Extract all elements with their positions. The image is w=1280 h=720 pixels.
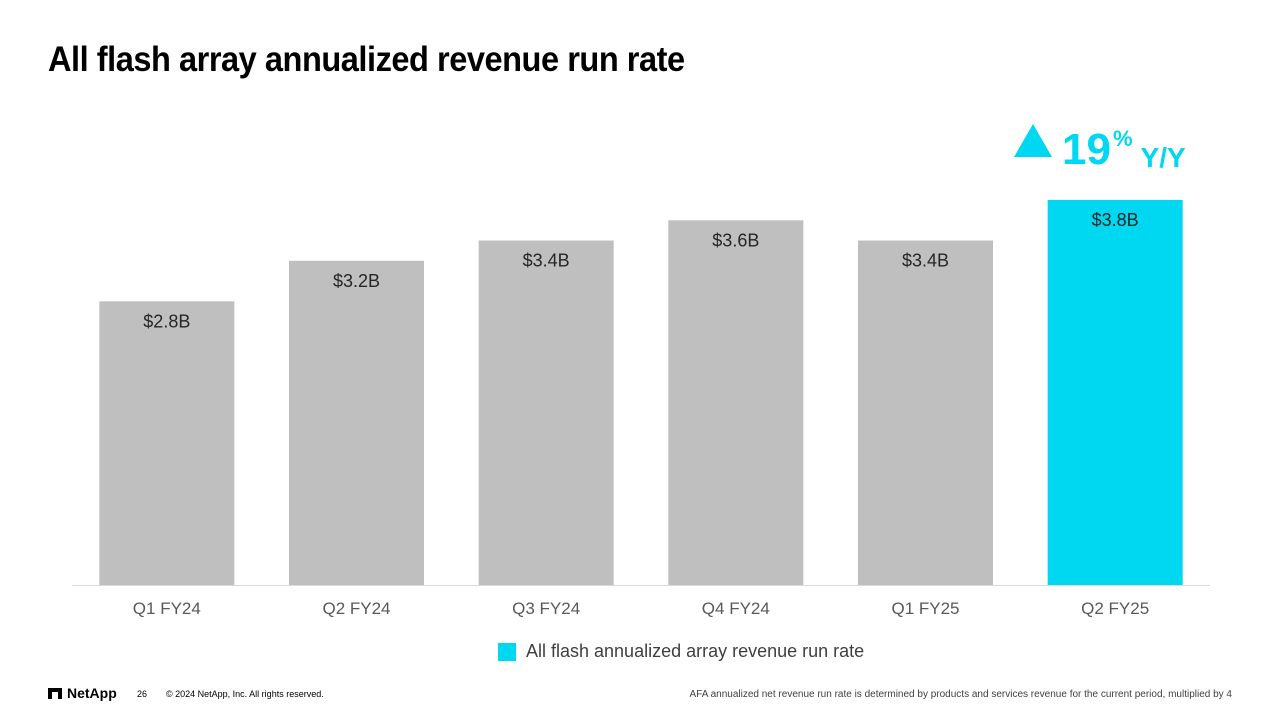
page-title: All flash array annualized revenue run r…	[48, 40, 685, 79]
page-number: 26	[137, 689, 148, 699]
data-label: $3.4B	[902, 251, 949, 271]
data-label: $2.8B	[143, 311, 190, 331]
footnote: AFA annualized net revenue run rate is d…	[689, 689, 1232, 700]
yoy-value: 19	[1062, 125, 1111, 174]
bar-q2-fy24	[289, 260, 424, 585]
x-tick-label: Q1 FY25	[891, 599, 959, 618]
x-tick-label: Q3 FY24	[512, 599, 580, 618]
bar-q2-fy25	[1047, 200, 1183, 585]
yoy-label: Y/Y	[1140, 142, 1186, 173]
data-label: $3.2B	[333, 271, 380, 291]
data-label: $3.8B	[1092, 210, 1139, 230]
x-tick-label: Q4 FY24	[702, 599, 770, 618]
x-tick-label: Q1 FY24	[133, 599, 201, 618]
chart-legend: All flash annualized array revenue run r…	[498, 641, 864, 662]
bar-q1-fy24	[99, 301, 235, 585]
yoy-callout: 19 % Y/Y	[1014, 118, 1186, 178]
bar-q1-fy25	[858, 240, 993, 586]
netapp-logo-icon	[48, 687, 62, 699]
copyright: © 2024 NetApp, Inc. All rights reserved.	[166, 689, 324, 699]
x-tick-label: Q2 FY25	[1081, 599, 1149, 618]
data-label: $3.6B	[712, 230, 759, 250]
legend-label: All flash annualized array revenue run r…	[526, 641, 865, 661]
logo-text: NetApp	[67, 685, 117, 701]
x-tick-label: Q2 FY24	[322, 599, 390, 618]
netapp-logo: NetApp	[48, 685, 117, 701]
yoy-percent-sign: %	[1112, 126, 1133, 151]
up-arrow-icon	[1014, 124, 1052, 157]
legend-swatch	[498, 642, 516, 661]
bar-chart: $2.8B Q1 FY24 $3.2B Q2 FY24 $3.4B Q3 FY24 $3.6…	[72, 200, 1210, 618]
bar-q4-fy24	[668, 220, 804, 585]
bar-q3-fy24	[478, 240, 614, 586]
data-label: $3.4B	[523, 251, 570, 271]
